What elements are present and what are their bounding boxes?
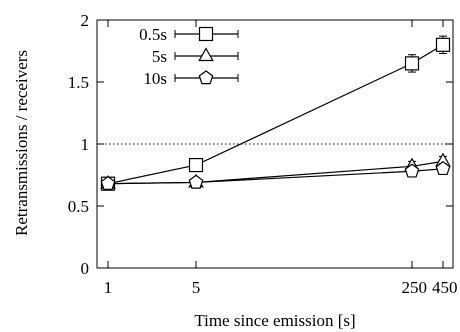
series-line [107,44,444,185]
data-point [435,161,451,176]
data-point [188,157,204,173]
x-tick-label: 450 [432,278,458,297]
series-10s [100,161,451,190]
legend-marker [198,26,214,42]
data-point [404,56,420,71]
x-tick-label: 1 [104,278,113,297]
y-tick-label: 1.5 [68,73,89,92]
data-point [404,163,420,178]
legend-entry-10s: 10s [143,69,239,88]
legend-label: 10s [143,69,167,88]
series-0.5s [100,35,451,191]
legend-marker [198,70,214,85]
y-tick-label: 2 [81,11,90,30]
legend-label: 0.5s [139,25,167,44]
series-line [107,168,444,185]
data-point [435,37,451,52]
legend-label: 5s [152,47,167,66]
data-point [100,175,116,190]
series-group [100,35,451,191]
legend-entry-0.5s: 0.5s [139,25,239,44]
x-ticks: 1 5 250 450 [104,20,458,297]
legend-entry-5s: 5s [152,47,239,66]
y-tick-label: 0.5 [68,197,89,216]
y-axis-title: Retransmissions / receivers [12,50,31,236]
x-axis-title: Time since emission [s] [194,311,355,330]
x-tick-label: 5 [192,278,201,297]
x-tick-label: 250 [402,278,428,297]
y-tick-label: 1 [81,135,90,154]
legend: 0.5s 5s 10s [139,25,239,88]
data-point [188,174,204,189]
y-tick-label: 0 [81,259,90,278]
legend-marker [198,47,214,62]
y-ticks: 0 0.5 1 1.5 2 [68,11,453,278]
